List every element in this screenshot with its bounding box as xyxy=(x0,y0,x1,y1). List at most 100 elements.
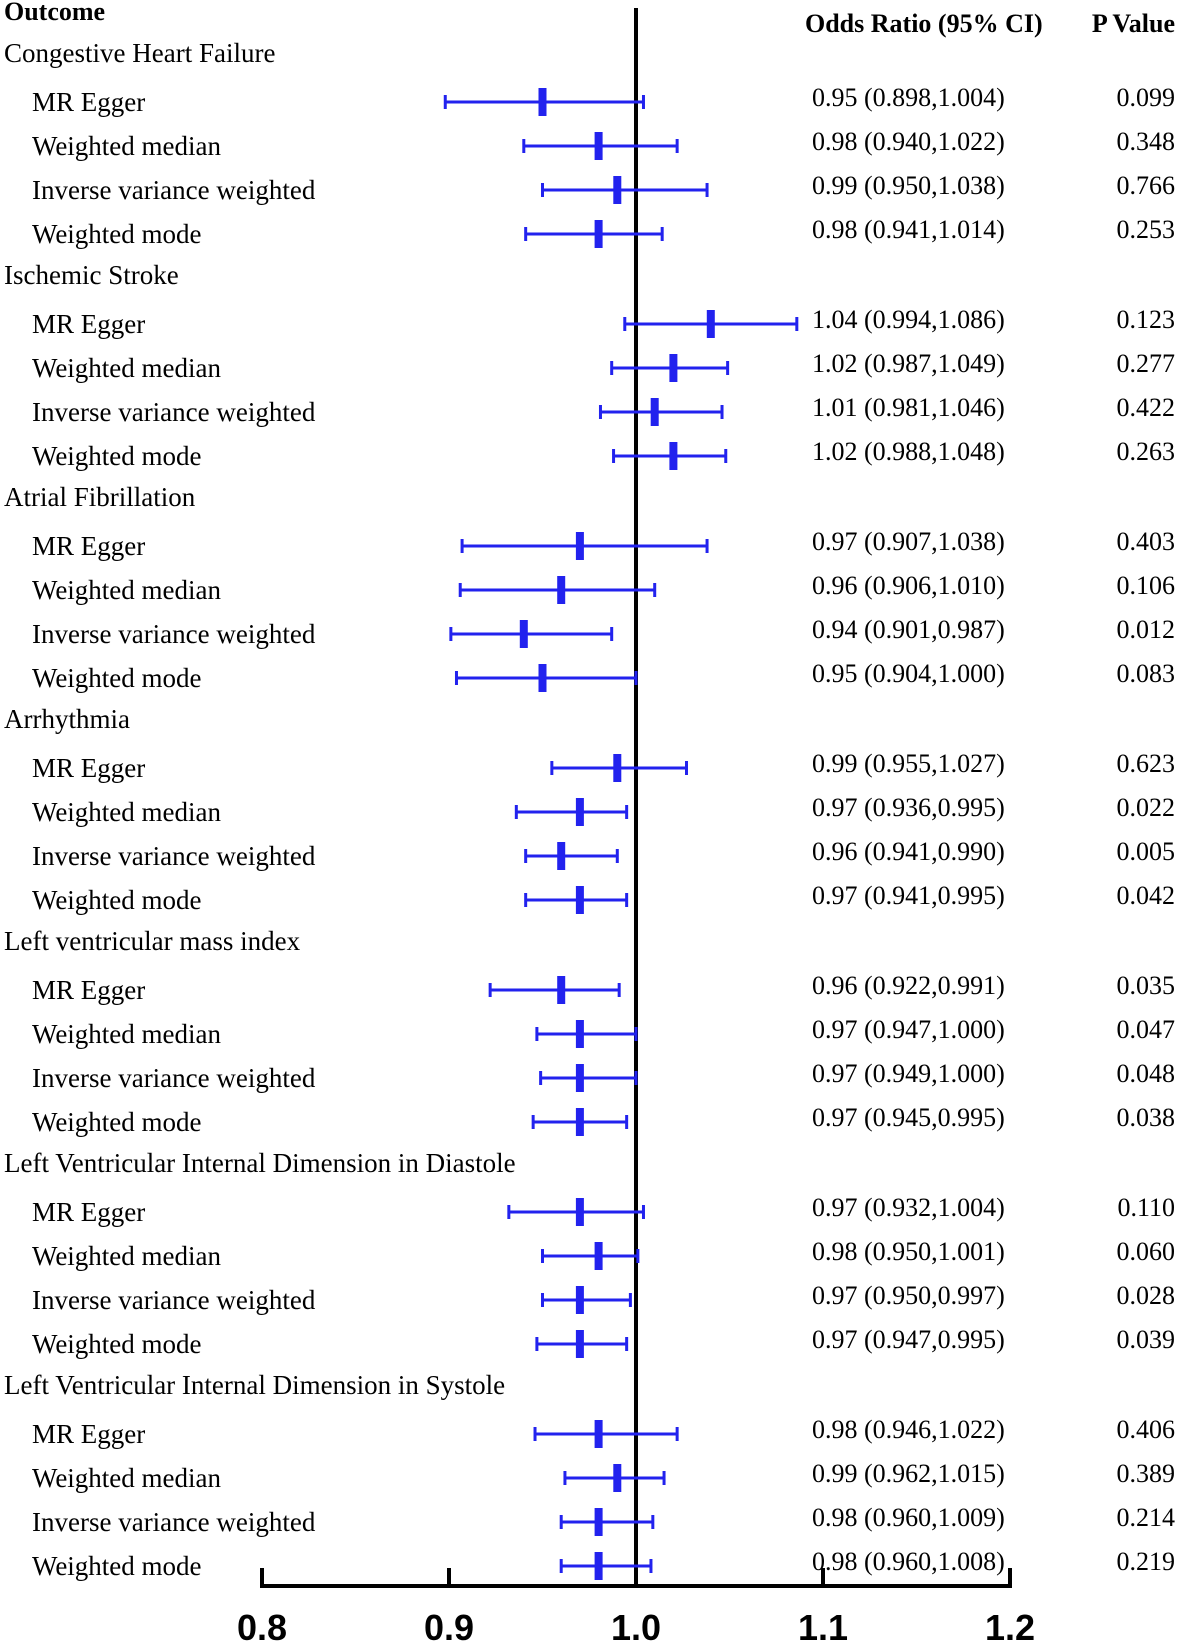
odds-ratio-value: 0.96 (0.922,0.991) xyxy=(812,971,1005,1000)
point-estimate xyxy=(594,1552,603,1580)
p-value: 0.039 xyxy=(1117,1325,1176,1354)
rows-layer: Congestive Heart Failure MR Egger 0.95 (0.… xyxy=(4,8,1175,1586)
method-label: MR Egger xyxy=(32,531,145,561)
point-estimate xyxy=(557,842,566,870)
header-outcome: Outcome xyxy=(4,0,105,26)
point-estimate xyxy=(519,620,528,648)
point-estimate xyxy=(575,1020,584,1048)
odds-ratio-value: 0.95 (0.904,1.000) xyxy=(812,659,1005,688)
odds-ratio-value: 0.99 (0.955,1.027) xyxy=(812,749,1005,778)
method-label: Weighted median xyxy=(32,353,222,383)
method-label: Weighted median xyxy=(32,1463,222,1493)
header-odds-ratio: Odds Ratio (95% CI) xyxy=(805,9,1043,38)
point-estimate xyxy=(594,1508,603,1536)
point-estimate xyxy=(575,886,584,914)
odds-ratio-value: 0.98 (0.946,1.022) xyxy=(812,1415,1005,1444)
p-value: 0.623 xyxy=(1117,749,1176,778)
p-value: 0.123 xyxy=(1117,305,1176,334)
method-label: MR Egger xyxy=(32,87,145,117)
point-estimate xyxy=(575,1286,584,1314)
group-label: Left ventricular mass index xyxy=(4,926,301,956)
odds-ratio-value: 0.99 (0.962,1.015) xyxy=(812,1459,1005,1488)
p-value: 0.389 xyxy=(1117,1459,1176,1488)
point-estimate xyxy=(575,1108,584,1136)
x-tick-label: 1.2 xyxy=(985,1607,1035,1648)
odds-ratio-value: 0.99 (0.950,1.038) xyxy=(812,171,1005,200)
odds-ratio-value: 0.97 (0.932,1.004) xyxy=(812,1193,1005,1222)
odds-ratio-value: 0.98 (0.950,1.001) xyxy=(812,1237,1005,1266)
method-label: Weighted mode xyxy=(32,885,202,915)
point-estimate xyxy=(575,798,584,826)
point-estimate xyxy=(594,1242,603,1270)
outcome-group: Arrhythmia MR Egger 0.99 (0.955,1.027) 0.62… xyxy=(4,704,1175,915)
method-label: Weighted mode xyxy=(32,441,202,471)
outcome-group: Left Ventricular Internal Dimension in D… xyxy=(4,1148,1175,1359)
odds-ratio-value: 0.95 (0.898,1.004) xyxy=(812,83,1005,112)
method-label: Weighted median xyxy=(32,1019,222,1049)
method-label: Weighted mode xyxy=(32,663,202,693)
odds-ratio-value: 1.02 (0.988,1.048) xyxy=(812,437,1005,466)
method-label: Inverse variance weighted xyxy=(32,841,316,871)
odds-ratio-value: 0.98 (0.941,1.014) xyxy=(812,215,1005,244)
point-estimate xyxy=(594,1420,603,1448)
outcome-group: Left Ventricular Internal Dimension in S… xyxy=(4,1370,1175,1581)
method-label: Weighted mode xyxy=(32,1329,202,1359)
odds-ratio-value: 0.98 (0.940,1.022) xyxy=(812,127,1005,156)
point-estimate xyxy=(575,1198,584,1226)
x-tick-label: 0.9 xyxy=(424,1607,474,1648)
odds-ratio-value: 0.97 (0.947,0.995) xyxy=(812,1325,1005,1354)
x-tick-label: 1.0 xyxy=(611,1607,661,1648)
odds-ratio-value: 0.97 (0.907,1.038) xyxy=(812,527,1005,556)
method-label: Weighted median xyxy=(32,1241,222,1271)
method-label: MR Egger xyxy=(32,975,145,1005)
method-label: Weighted median xyxy=(32,797,222,827)
outcome-group: Atrial Fibrillation MR Egger 0.97 (0.907,1… xyxy=(4,482,1175,693)
group-label: Atrial Fibrillation xyxy=(4,482,196,512)
method-label: MR Egger xyxy=(32,309,145,339)
odds-ratio-value: 0.97 (0.947,1.000) xyxy=(812,1015,1005,1044)
p-value: 0.099 xyxy=(1117,83,1176,112)
point-estimate xyxy=(594,220,603,248)
p-value: 0.406 xyxy=(1117,1415,1176,1444)
odds-ratio-value: 1.04 (0.994,1.086) xyxy=(812,305,1005,334)
p-value: 0.035 xyxy=(1117,971,1176,1000)
odds-ratio-value: 0.97 (0.936,0.995) xyxy=(812,793,1005,822)
p-value: 0.766 xyxy=(1117,171,1176,200)
method-label: Weighted mode xyxy=(32,1551,202,1581)
odds-ratio-value: 0.98 (0.960,1.009) xyxy=(812,1503,1005,1532)
p-value: 0.422 xyxy=(1117,393,1176,422)
group-label: Arrhythmia xyxy=(4,704,130,734)
point-estimate xyxy=(706,310,715,338)
p-value: 0.403 xyxy=(1117,527,1176,556)
x-axis: 0.8 0.9 1.0 1.1 1.2 xyxy=(237,1568,1035,1648)
method-label: Inverse variance weighted xyxy=(32,1063,316,1093)
method-label: Inverse variance weighted xyxy=(32,1285,316,1315)
p-value: 0.348 xyxy=(1117,127,1176,156)
p-value: 0.038 xyxy=(1117,1103,1176,1132)
p-value: 0.028 xyxy=(1117,1281,1176,1310)
p-value: 0.047 xyxy=(1117,1015,1176,1044)
p-value: 0.083 xyxy=(1117,659,1176,688)
p-value: 0.277 xyxy=(1117,349,1176,378)
p-value: 0.219 xyxy=(1117,1547,1176,1576)
x-tick-label: 0.8 xyxy=(237,1607,287,1648)
p-value: 0.110 xyxy=(1117,1193,1175,1222)
odds-ratio-value: 0.96 (0.906,1.010) xyxy=(812,571,1005,600)
method-label: MR Egger xyxy=(32,1419,145,1449)
method-label: Weighted median xyxy=(32,131,222,161)
odds-ratio-value: 0.94 (0.901,0.987) xyxy=(812,615,1005,644)
point-estimate xyxy=(594,132,603,160)
p-value: 0.060 xyxy=(1117,1237,1176,1266)
odds-ratio-value: 0.97 (0.945,0.995) xyxy=(812,1103,1005,1132)
method-label: Weighted median xyxy=(32,575,222,605)
group-label: Congestive Heart Failure xyxy=(4,38,275,68)
point-estimate xyxy=(669,354,678,382)
odds-ratio-value: 0.96 (0.941,0.990) xyxy=(812,837,1005,866)
header-p-value: P Value xyxy=(1092,9,1175,38)
point-estimate xyxy=(613,754,622,782)
method-label: MR Egger xyxy=(32,753,145,783)
outcome-group: Left ventricular mass index MR Egger 0.96 … xyxy=(4,926,1175,1137)
point-estimate xyxy=(669,442,678,470)
method-label: Weighted mode xyxy=(32,219,202,249)
point-estimate xyxy=(575,532,584,560)
